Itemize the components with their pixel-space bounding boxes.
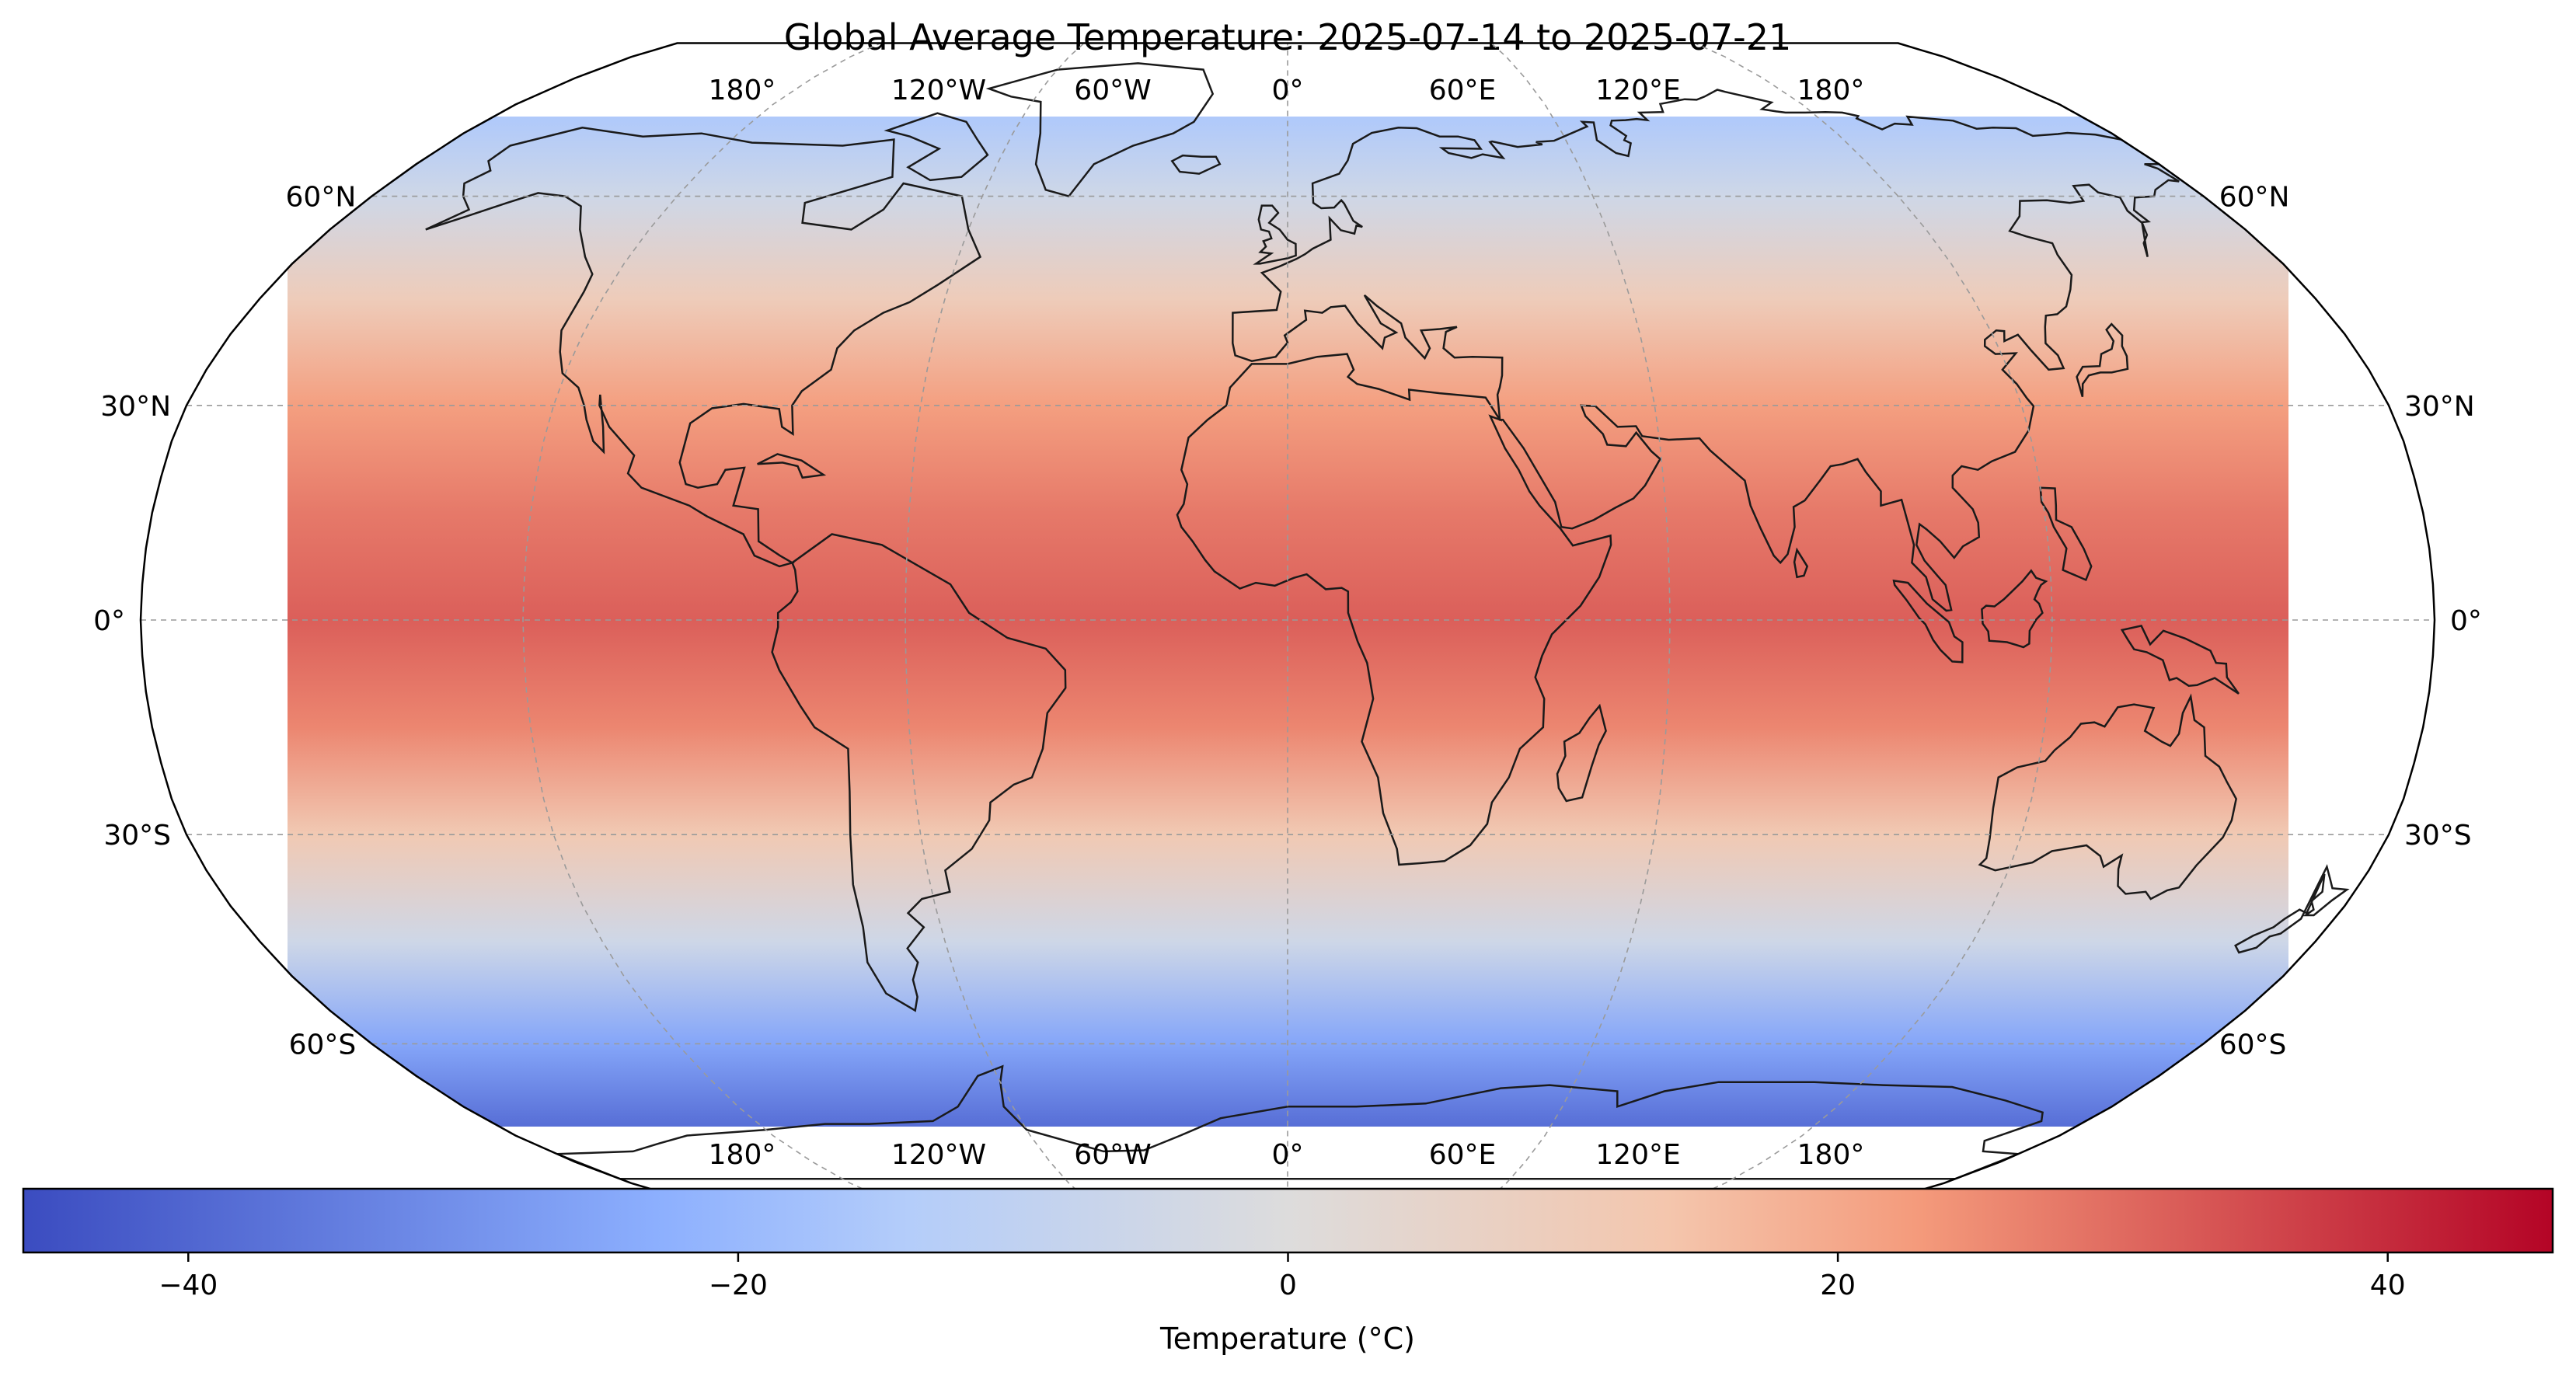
latitude-labels-left: 60°N 30°N 0° 30°S 60°S [93, 182, 356, 1061]
coastline-new-guinea [2120, 624, 2240, 695]
coastline-philippines [2039, 486, 2093, 582]
land-outlines [425, 62, 2350, 1180]
coastline-africa [1176, 353, 1612, 866]
colorbar-tick-label: 20 [1820, 1270, 1856, 1301]
lat-label-right: 30°N [2404, 391, 2475, 423]
colorbar-label: Temperature (°C) [1159, 1322, 1415, 1356]
coastline-cuba [757, 453, 827, 479]
colorbar-tick-label: 0 [1279, 1270, 1297, 1301]
temperature-field [288, 117, 2288, 1127]
lon-label-bottom: 60°W [1074, 1139, 1151, 1171]
lon-label-top: 180° [1797, 75, 1865, 106]
longitude-labels-top: 180° 120°W 60°W 0° 60°E 120°E 180° [709, 75, 1865, 106]
lon-label-top: 180° [709, 75, 776, 106]
lon-label-bottom: 120°E [1595, 1139, 1680, 1171]
colorbar-tick-label: 40 [2370, 1270, 2406, 1301]
lat-label-left: 60°S [289, 1029, 357, 1061]
lon-label-top: 120°W [891, 75, 986, 106]
coastline-indonesia-borneo [1981, 569, 2048, 649]
lon-label-top: 60°W [1074, 75, 1151, 106]
colorbar-tick-label: −20 [709, 1270, 768, 1301]
lon-label-bottom: 180° [709, 1139, 776, 1171]
longitude-labels-bottom: 180° 120°W 60°W 0° 60°E 120°E 180° [709, 1139, 1865, 1171]
coastline-south-america [771, 533, 1067, 1012]
lat-label-left: 30°S [103, 820, 171, 852]
coastline-iceland [1170, 154, 1222, 175]
colorbar-gradient [22, 1187, 2554, 1254]
latitude-labels-right: 60°N 30°N 0° 30°S 60°S [2219, 182, 2482, 1061]
colorbar-tick-label: −40 [159, 1270, 218, 1301]
coastline-antarctica [556, 1064, 2044, 1180]
coastline-eurasia [1232, 89, 2180, 612]
coastline-north-america [425, 127, 982, 568]
coastline-baffin [884, 112, 989, 182]
lon-label-bottom: 120°W [891, 1139, 986, 1171]
lat-label-right: 0° [2450, 605, 2482, 637]
lat-label-left: 30°N [100, 391, 171, 423]
colorbar: −40 −20 0 20 40 Temperature (°C) [22, 1187, 2554, 1356]
lon-label-top: 60°E [1429, 75, 1497, 106]
colorbar-ticks: −40 −20 0 20 40 [159, 1252, 2406, 1301]
lat-label-left: 0° [93, 605, 125, 637]
lon-label-top: 0° [1272, 75, 1304, 106]
coastline-new-zealand [2234, 864, 2350, 954]
lat-label-right: 60°S [2219, 1029, 2287, 1061]
map-area [139, 42, 2436, 1198]
lon-label-bottom: 180° [1797, 1139, 1865, 1171]
lat-label-left: 60°N [286, 182, 357, 214]
coastline-australia [1978, 693, 2238, 900]
coastline-greenland [985, 62, 1215, 198]
lat-label-right: 60°N [2219, 182, 2290, 214]
lon-label-bottom: 60°E [1429, 1139, 1497, 1171]
coastline-japan [2076, 322, 2129, 398]
lon-label-bottom: 0° [1272, 1139, 1304, 1171]
coastline-sri-lanka [1793, 547, 1809, 579]
coastline-sumatra [1892, 579, 1964, 664]
coastline-madagascar [1556, 703, 1607, 803]
coastline-uk [1253, 204, 1297, 265]
lon-label-top: 120°E [1595, 75, 1680, 106]
lat-label-right: 30°S [2404, 820, 2472, 852]
